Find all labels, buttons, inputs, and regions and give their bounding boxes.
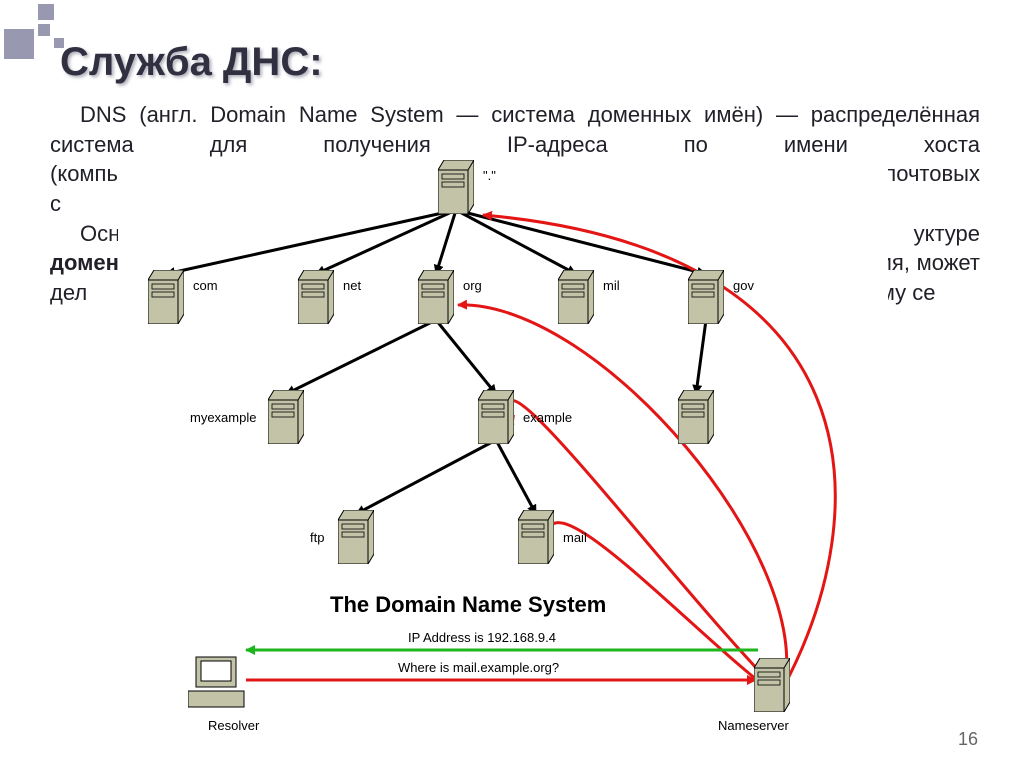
slide-title: Служба ДНС: <box>60 40 323 85</box>
query-text: Where is mail.example.org? <box>398 660 559 675</box>
node-label-example: example <box>523 410 572 425</box>
node-label-org: org <box>463 278 482 293</box>
resolver-label: Resolver <box>208 718 259 733</box>
server-node-org <box>418 270 454 324</box>
server-node-ftp <box>338 510 374 564</box>
page-number: 16 <box>958 729 978 750</box>
server-node-root <box>438 160 474 214</box>
diagram-title: The Domain Name System <box>330 592 606 618</box>
resolver-pc <box>188 655 248 715</box>
nameserver-label: Nameserver <box>718 718 789 733</box>
ip-address-text: IP Address is 192.168.9.4 <box>408 630 556 645</box>
node-label-root: "." <box>483 168 496 183</box>
server-node-mail <box>518 510 554 564</box>
node-label-mil: mil <box>603 278 620 293</box>
node-label-mail: mail <box>563 530 587 545</box>
server-node-com <box>148 270 184 324</box>
server-node-gov <box>688 270 724 324</box>
server-node-net <box>298 270 334 324</box>
node-label-myexample: myexample <box>190 410 256 425</box>
node-label-net: net <box>343 278 361 293</box>
server-node-myexample <box>268 390 304 444</box>
server-node-gov2 <box>678 390 714 444</box>
server-node-example <box>478 390 514 444</box>
nameserver <box>754 658 790 712</box>
node-label-ftp: ftp <box>310 530 324 545</box>
dns-diagram: "." com net org mil gov myexample example ftp mai… <box>118 160 888 740</box>
node-label-gov: gov <box>733 278 754 293</box>
node-label-com: com <box>193 278 218 293</box>
server-node-mil <box>558 270 594 324</box>
